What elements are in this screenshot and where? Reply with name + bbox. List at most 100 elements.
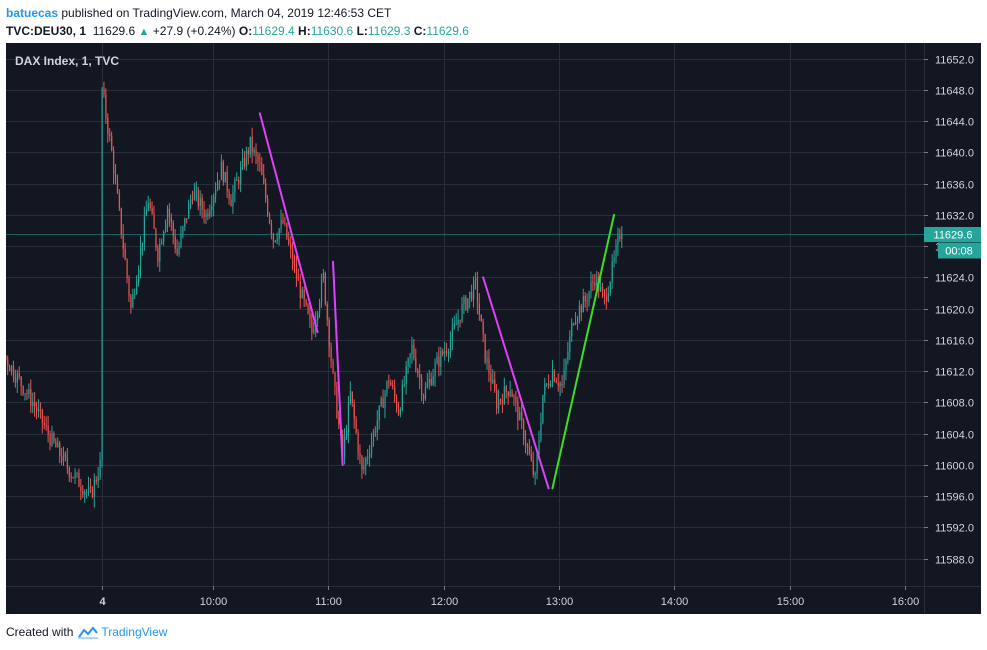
candle-body [448,351,450,353]
candle-body [253,149,255,153]
candle-body [303,289,305,300]
y-tick-label: 11600.0 [935,461,974,473]
candle-body [274,240,276,242]
candle-body [107,117,109,134]
candle-body [390,382,392,386]
price-axis[interactable]: 11652.0 11648.0 11644.0 11640.0 11636.0 11632… [924,55,974,567]
footer: Created with TradingView [6,623,167,641]
candle-body [330,346,332,362]
candle-body [215,190,217,196]
candle-body [488,358,490,374]
candle-body [532,460,534,475]
published-text: published on TradingView.com, March 04, … [61,6,392,20]
candle-body [473,280,475,300]
candle-body [371,441,373,454]
candle-body [18,373,20,377]
candle-body [505,386,507,392]
candle-body [168,208,171,218]
candle-body [357,432,359,453]
candle-body [440,351,442,367]
tradingview-logo[interactable]: TradingView [77,625,167,639]
candle-body [511,391,513,397]
candle-body [569,336,571,353]
candle-body [130,296,132,308]
candle-body [180,233,182,247]
candle-body [528,447,531,455]
x-tick-label: 16:00 [892,596,920,608]
candle-body [621,233,623,239]
candle-body [551,370,554,385]
candle-body [178,246,180,255]
price-chart[interactable]: 11652.0 11648.0 11644.0 11640.0 11636.0 11632… [6,43,981,614]
candle-body [89,487,92,489]
candle-body [421,378,423,396]
candle-body [213,195,215,206]
candle-body [424,387,427,399]
candle-body [191,199,194,201]
candle-body [265,183,267,199]
candle-body [124,248,126,260]
last-price: 11629.6 [92,24,136,38]
candle-body [282,219,284,223]
author-link[interactable]: batuecas [6,6,59,20]
candle-body [66,457,69,468]
candle-body [261,163,263,175]
candle-body [365,458,367,467]
candle-body [134,293,136,295]
low-label: L: [356,24,368,38]
candle-body [26,393,28,395]
candle-body [240,167,242,184]
up-arrow-icon: ▲ [138,26,150,38]
candle-body [120,208,122,235]
candle-body [28,389,30,395]
close-value: 11629.6 [426,24,469,38]
candle-body [453,324,455,328]
candle-body [267,198,269,215]
x-tick-label: 13:00 [546,596,574,608]
candle-body [157,247,159,262]
candle-body [394,386,396,397]
candle-body [193,191,196,200]
candle-body [272,233,275,242]
price-change: +27.9 (+0.24%) [152,24,236,38]
candle-body [334,372,336,387]
candle-body [359,452,361,457]
candle-body [78,472,80,487]
candle-body [322,272,325,280]
candle-body [243,158,246,167]
countdown-tag: 00:08 [938,242,981,259]
candle-body [159,244,161,262]
trendlines[interactable] [258,112,616,490]
candle-body [428,378,430,384]
candle-body [498,399,500,409]
time-axis[interactable]: 4 10:00 11:00 12:00 13:00 14:00 15:00 16:00 [99,586,919,608]
candle-body [122,234,124,249]
candle-body [521,411,523,421]
candle-body [582,296,584,313]
candle-body [451,327,454,341]
y-tick-label: 11592.0 [935,523,974,535]
publish-line: batuecas published on TradingView.com, M… [6,4,981,22]
candle-body [419,373,421,379]
candle-body [465,297,467,310]
candle-body [105,94,107,118]
candle-body [403,383,405,385]
open-value: 11629.4 [252,24,295,38]
candle-body [143,215,146,243]
candle-body [417,370,419,374]
candle-body [584,296,586,302]
candle-body [188,203,190,219]
candle-body [47,425,49,435]
candle-body [349,391,352,403]
last-price-tag-text: 11629.6 [934,230,973,242]
candle-body [294,264,296,266]
candle-body [478,303,480,315]
candle-body [232,192,234,207]
y-tick-label: 11604.0 [935,430,974,442]
candle-body [99,459,101,478]
candle-body [251,136,253,153]
chart-background [6,43,981,614]
candle-body [617,235,619,246]
candle-body [586,301,588,303]
candle-body [609,282,611,294]
